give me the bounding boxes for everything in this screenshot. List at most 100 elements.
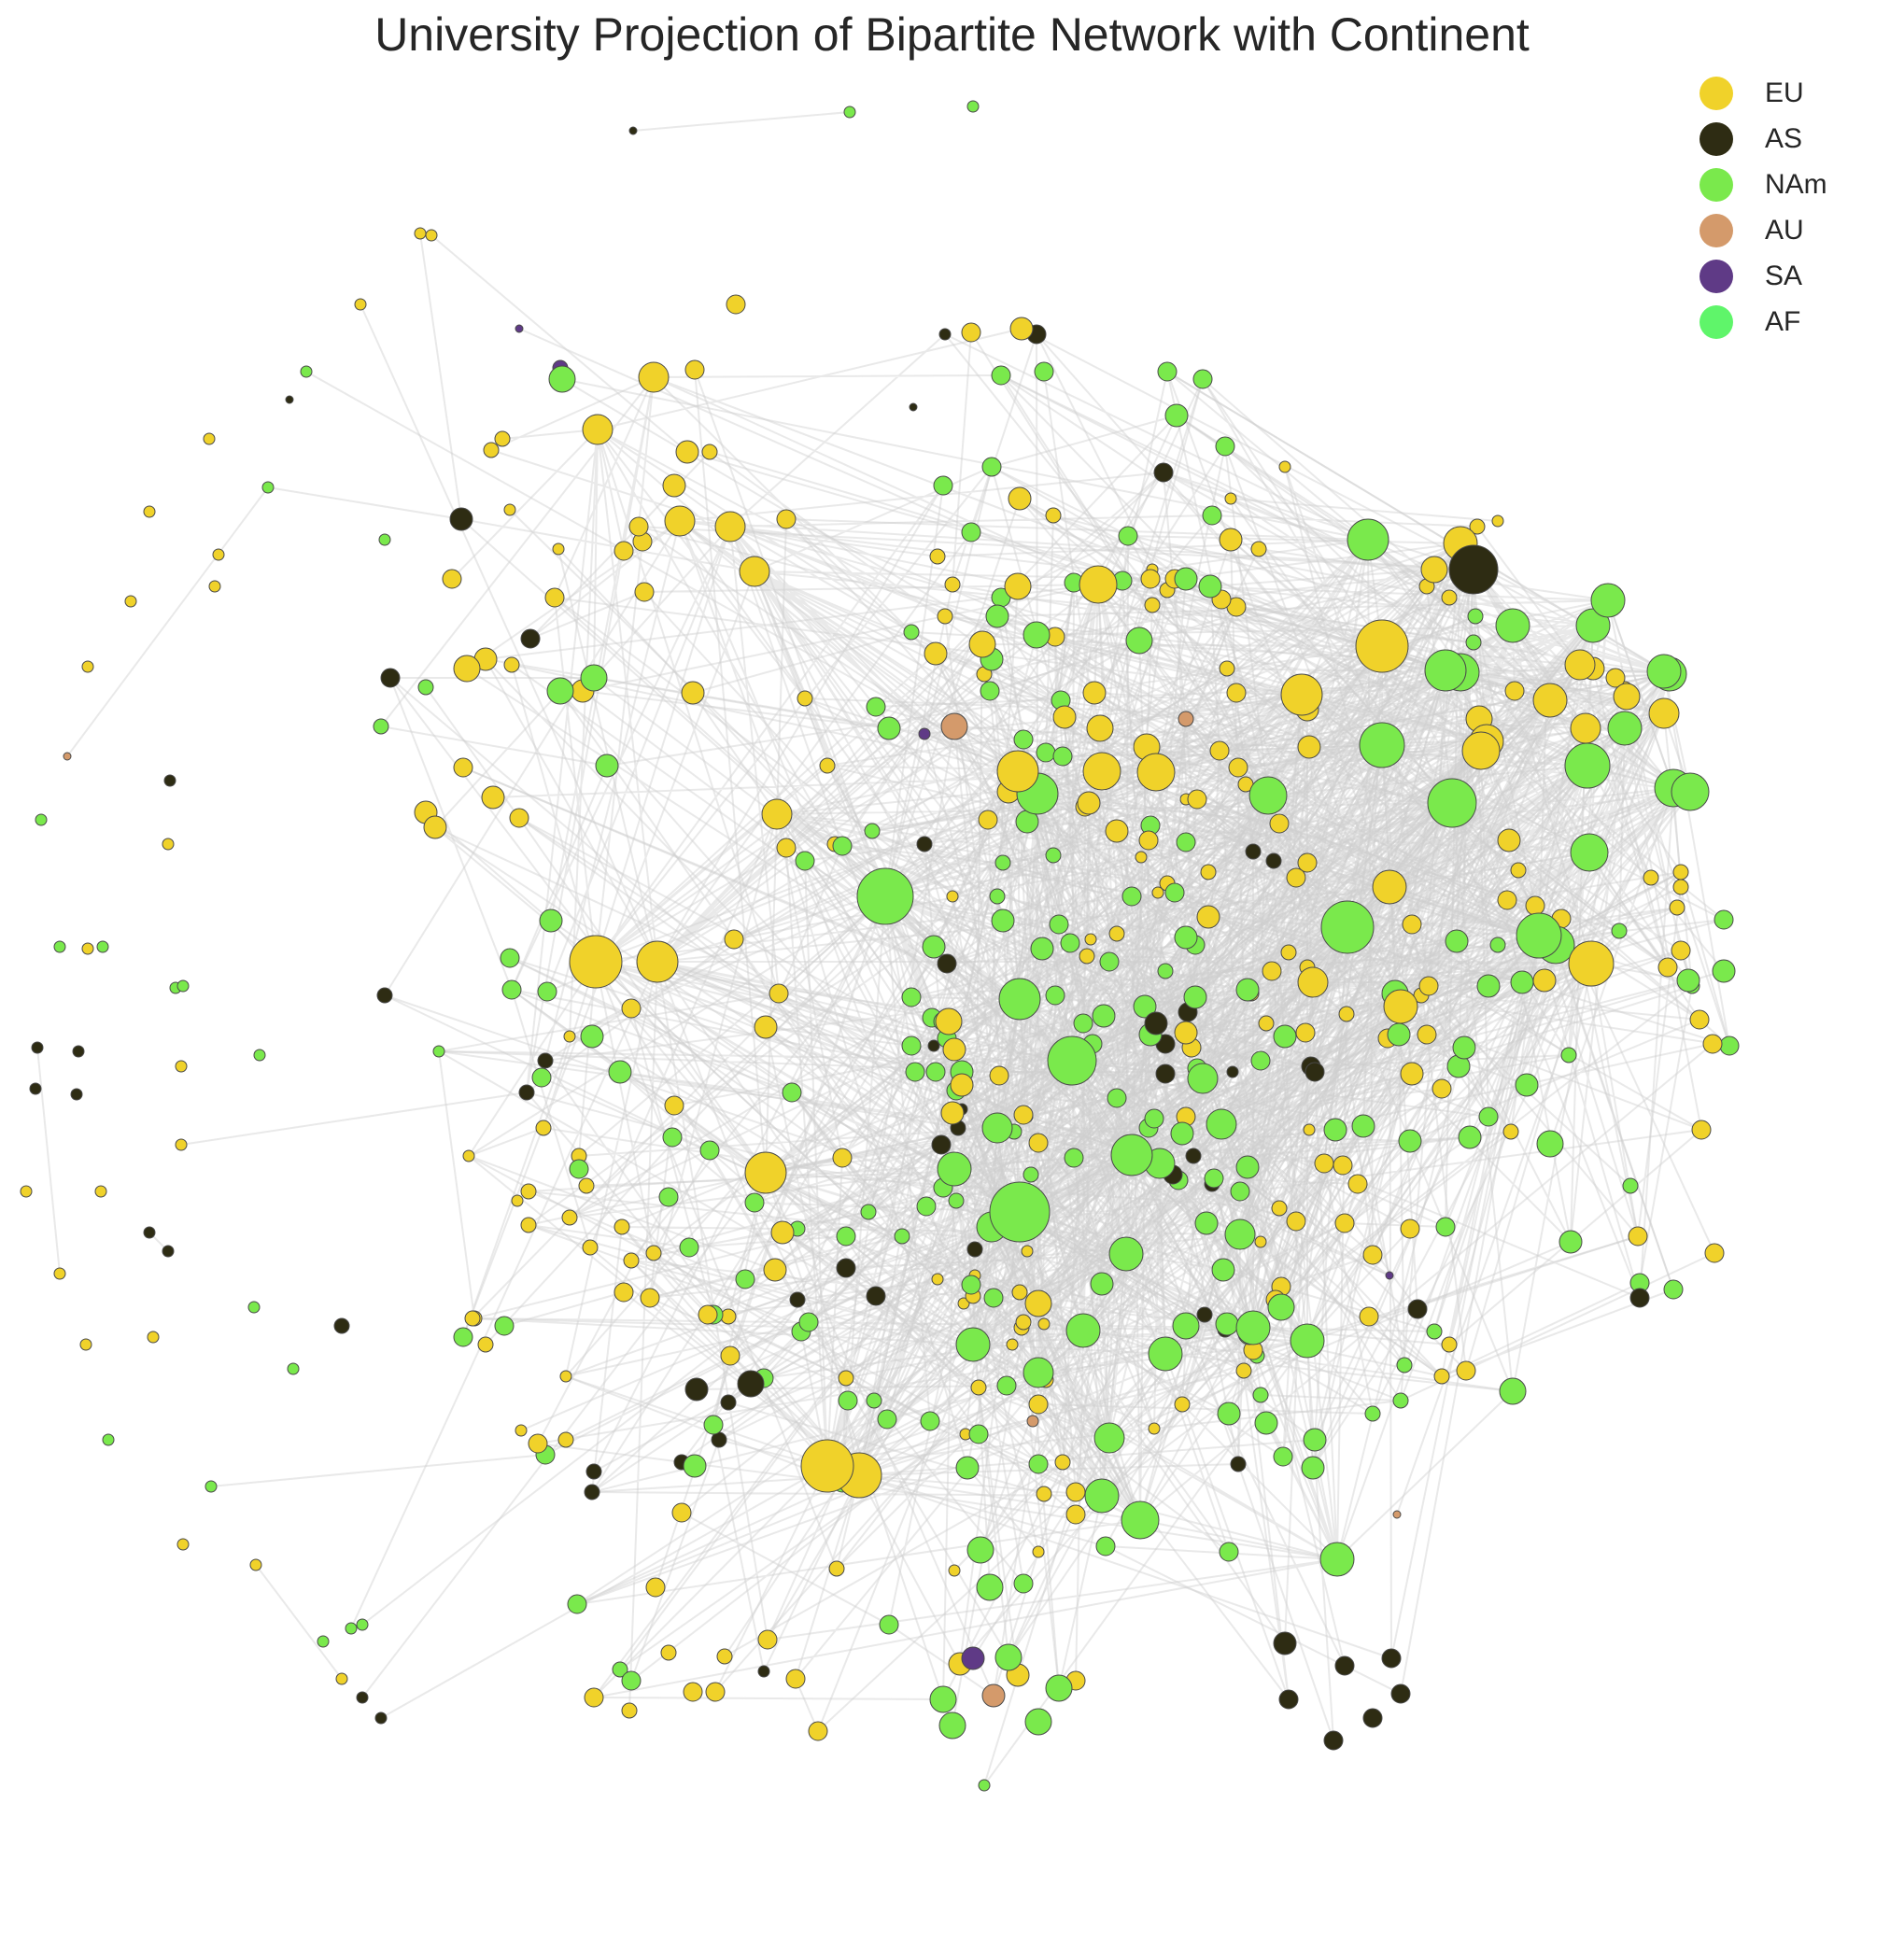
node-as <box>1278 1689 1299 1710</box>
node-nam <box>782 1082 802 1103</box>
node-eu <box>1286 867 1306 888</box>
node-as <box>374 1711 388 1725</box>
node-eu <box>1359 1306 1379 1327</box>
node-eu <box>726 294 746 315</box>
node-nam <box>1157 361 1178 382</box>
node-nam <box>1712 959 1736 983</box>
node-au <box>63 752 72 761</box>
node-as <box>285 395 294 404</box>
legend-marker <box>1699 167 1733 202</box>
node-nam <box>860 1204 877 1220</box>
node-nam <box>176 979 190 993</box>
node-nam <box>989 888 1006 905</box>
node-as <box>789 1291 806 1308</box>
node-nam <box>1467 608 1484 625</box>
node-nam <box>1172 1312 1200 1340</box>
node-nam <box>531 1067 552 1088</box>
node-eu <box>1271 1200 1288 1217</box>
node-eu <box>1077 791 1101 815</box>
node-eu <box>1187 789 1207 810</box>
node-nam <box>1489 937 1506 953</box>
node-nam <box>1073 1013 1093 1034</box>
node-nam <box>356 1618 369 1631</box>
node-eu <box>1144 597 1161 613</box>
node-nam <box>1157 963 1174 979</box>
node-eu <box>948 1564 961 1577</box>
node-eu <box>1151 886 1164 899</box>
node-nam <box>961 1275 981 1295</box>
legend-marker <box>1699 213 1733 247</box>
node-nam <box>1183 985 1207 1009</box>
node-eu <box>1417 1024 1437 1045</box>
node-nam <box>1510 970 1534 994</box>
node-nam <box>1099 951 1120 972</box>
node-eu <box>1174 1396 1191 1413</box>
node-as <box>356 1691 369 1704</box>
node-as <box>628 126 638 135</box>
node-nam <box>1478 1106 1499 1127</box>
node-nam <box>1303 1428 1327 1452</box>
node-nam <box>1110 1134 1153 1176</box>
node-nam <box>1646 654 1682 689</box>
node-eu <box>800 1439 854 1493</box>
node-eu <box>1297 852 1318 873</box>
node-eu <box>1691 1120 1712 1140</box>
node-eu <box>569 935 623 989</box>
node-nam <box>1121 886 1142 907</box>
node-eu <box>1082 752 1121 791</box>
node-au <box>981 1683 1006 1708</box>
node-nam <box>1252 1387 1269 1403</box>
node-nam <box>548 365 576 393</box>
node-nam <box>683 1454 707 1478</box>
node-eu <box>757 1629 778 1650</box>
node-eu <box>1013 1105 1034 1125</box>
node-eu <box>1174 1021 1198 1045</box>
node-as <box>537 1052 554 1069</box>
node-eu <box>701 444 718 460</box>
node-eu <box>203 432 216 445</box>
node-nam <box>991 909 1015 933</box>
node-eu <box>1297 735 1321 759</box>
node-eu <box>249 1558 262 1571</box>
node-as <box>1185 1148 1202 1164</box>
node-nam <box>1319 1542 1355 1577</box>
node-nam <box>856 867 914 925</box>
node-nam <box>991 365 1011 386</box>
legend-label: AU <box>1765 214 1804 246</box>
node-nam <box>1198 574 1222 599</box>
node-eu <box>808 1721 828 1741</box>
node-nam <box>1204 1168 1224 1189</box>
node-nam <box>1164 403 1189 428</box>
node-nam <box>1092 1004 1116 1028</box>
node-eu <box>1278 460 1291 473</box>
node-nam <box>417 679 434 696</box>
node-as <box>966 1241 983 1258</box>
node-as <box>1305 1062 1325 1082</box>
node-as <box>1323 1730 1344 1751</box>
node-nam <box>261 481 275 494</box>
node-as <box>1144 1011 1168 1035</box>
node-nam <box>1224 1218 1256 1250</box>
node-as <box>836 1258 856 1278</box>
node-as <box>938 328 952 341</box>
node-nam <box>903 624 920 641</box>
node-nam <box>679 1237 699 1258</box>
legend-item-nam: NAm <box>1699 162 1827 207</box>
node-eu <box>662 473 686 498</box>
edge-layer <box>36 111 1730 1786</box>
node-eu <box>1672 864 1689 880</box>
node-as <box>380 668 401 688</box>
node-nam <box>996 1375 1017 1396</box>
node-nam <box>1396 1357 1413 1373</box>
node-eu <box>1135 851 1148 864</box>
node-eu <box>1045 507 1062 524</box>
node-as <box>163 774 176 787</box>
node-eu <box>1504 681 1525 701</box>
node-nam <box>961 522 981 542</box>
node-nam <box>1174 567 1198 591</box>
legend-marker <box>1699 304 1733 339</box>
node-nam <box>494 1316 515 1336</box>
node-eu <box>1510 862 1527 879</box>
node-eu <box>1441 1336 1458 1353</box>
node-nam <box>1536 1130 1564 1158</box>
